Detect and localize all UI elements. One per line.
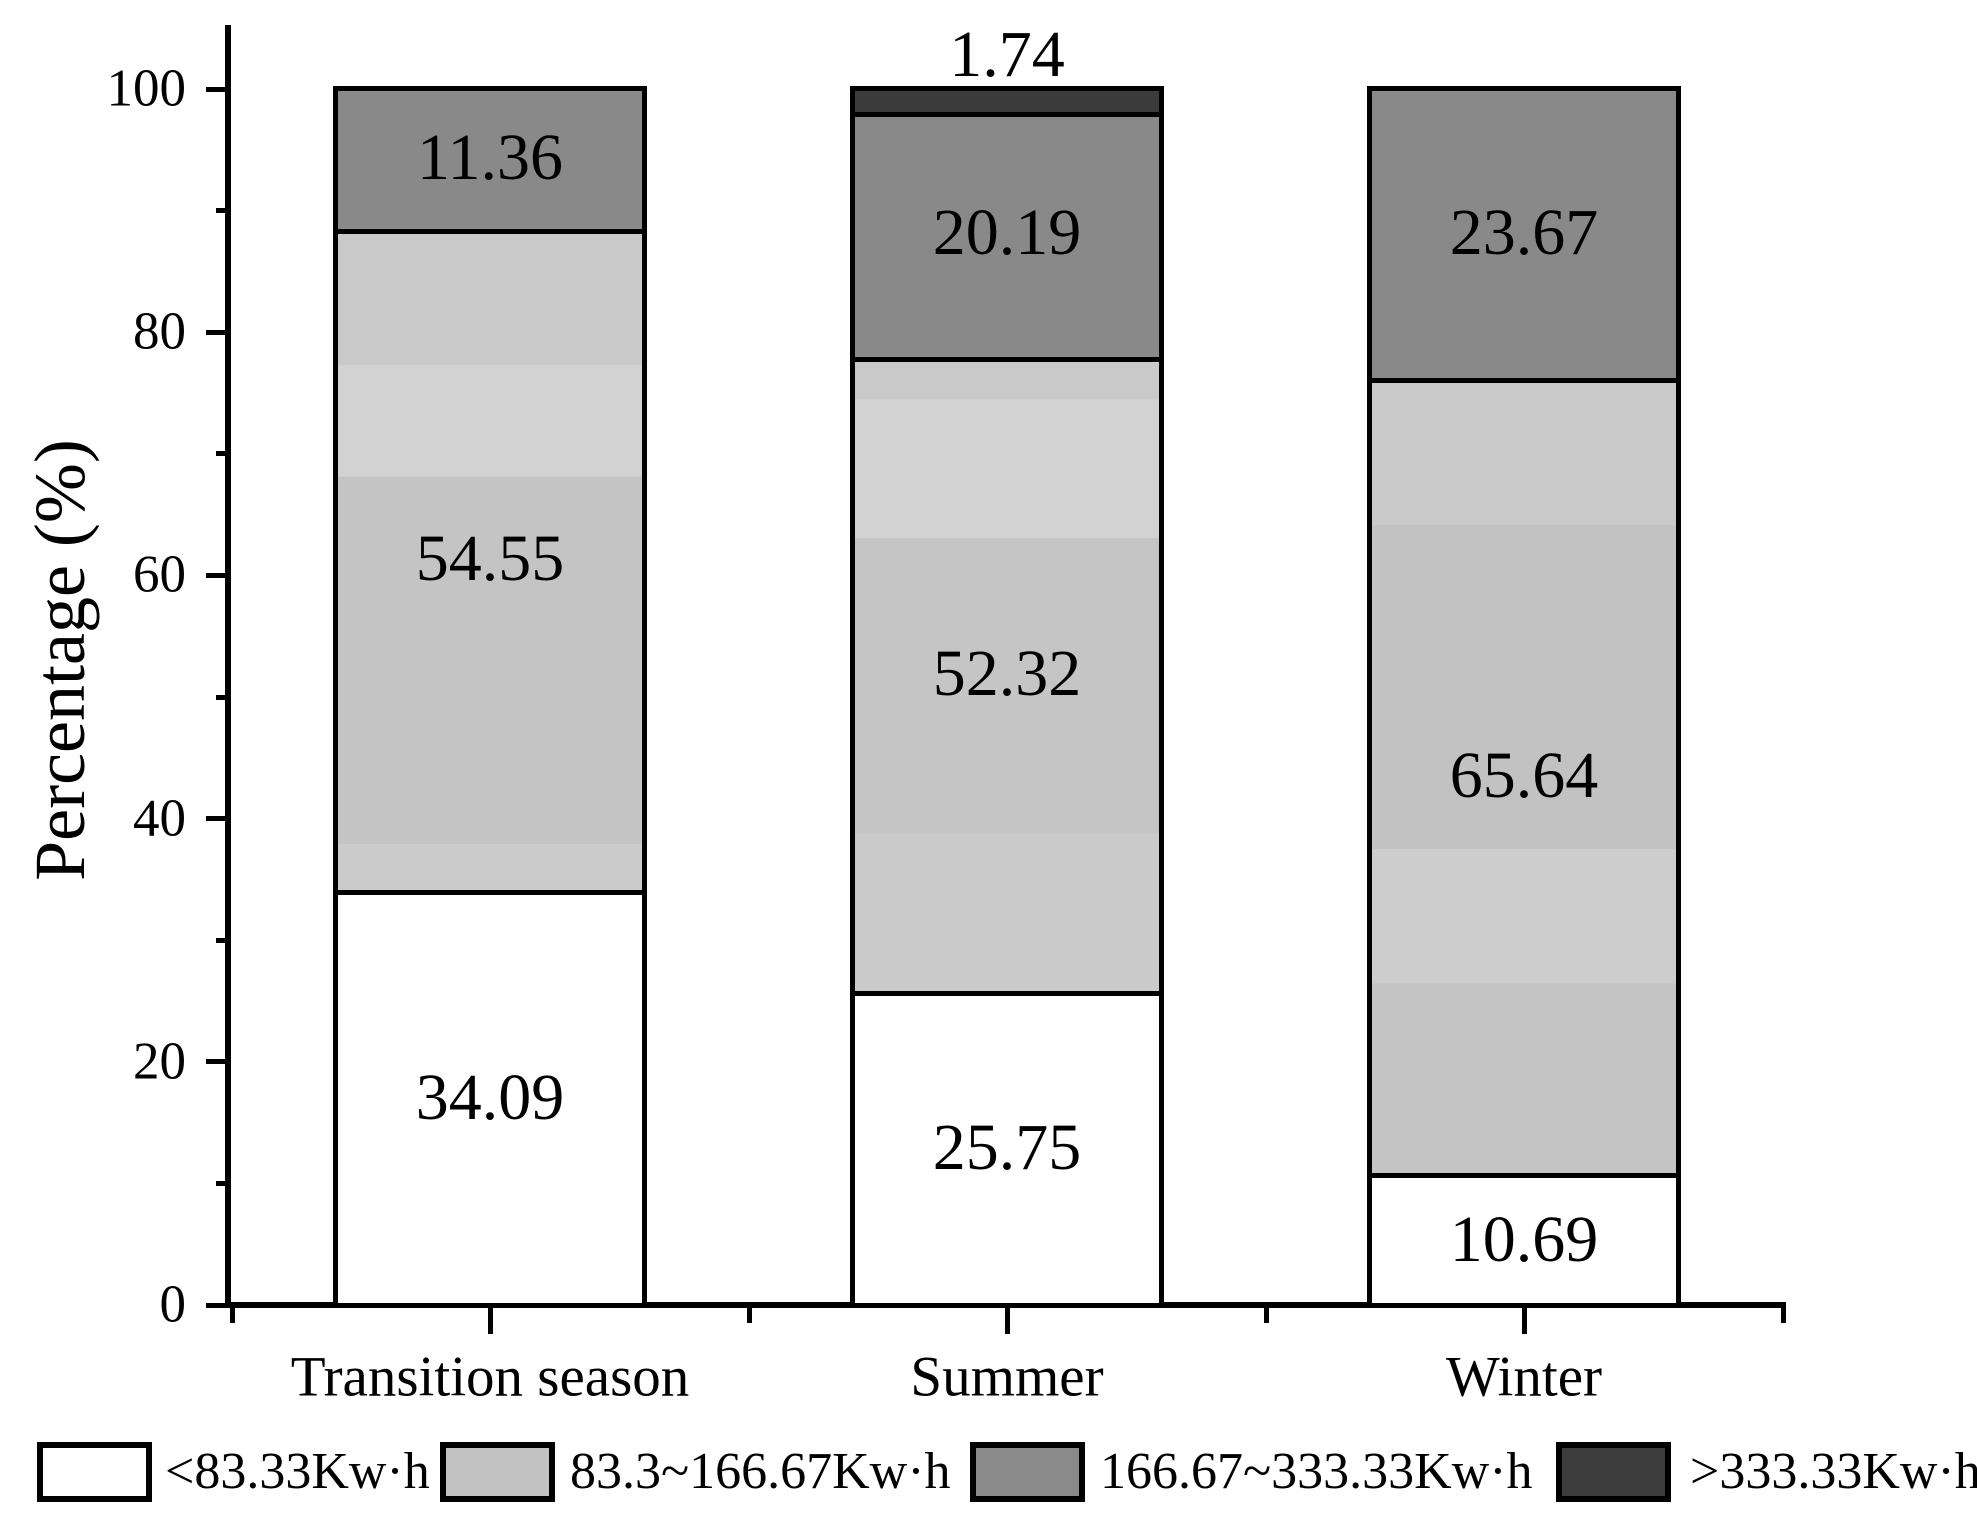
segment-value-label: 34.09: [415, 1060, 565, 1134]
category-label: Winter: [1446, 1345, 1602, 1409]
segment-value-label: 10.69: [1449, 1203, 1599, 1276]
y-axis-major-tick: [206, 1059, 228, 1065]
x-axis-major-tick: [1521, 1308, 1527, 1334]
legend-swatch: [37, 1442, 152, 1502]
segment-value-label: 11.36: [416, 121, 564, 195]
segment-value-label: 25.75: [932, 1111, 1082, 1185]
y-axis-tick-label: 40: [133, 789, 186, 848]
segment-value-label: 20.19: [932, 195, 1082, 269]
y-axis-tick-label: 80: [133, 302, 186, 361]
bar-segment: [1372, 1173, 1676, 1303]
bar-segment: [338, 889, 642, 1303]
segment-value-label: 1.74: [949, 18, 1065, 91]
legend-swatch: [970, 1442, 1085, 1502]
y-axis-spine: [225, 25, 231, 1308]
x-axis-minor-tick: [746, 1308, 752, 1323]
y-axis-major-tick: [206, 572, 228, 578]
bar-segment: [855, 112, 1159, 357]
x-axis-major-tick: [1004, 1308, 1010, 1334]
x-axis-minor-tick: [1263, 1308, 1269, 1323]
bar-segment: [855, 356, 1159, 991]
segment-value-label: 52.32: [932, 636, 1082, 710]
bar-segment: [855, 91, 1159, 113]
segment-value-label: 23.67: [1449, 195, 1599, 269]
category-label: Summer: [910, 1345, 1104, 1409]
category-label: Transition season: [290, 1345, 690, 1409]
segment-value-label: 54.55: [415, 521, 565, 595]
x-axis-major-tick: [487, 1308, 493, 1334]
y-axis-minor-tick: [216, 208, 228, 214]
bar-segment: [338, 91, 642, 229]
bar-winter: [1367, 86, 1681, 1308]
y-axis-minor-tick: [216, 451, 228, 457]
legend-swatch: [440, 1442, 555, 1502]
y-axis-minor-tick: [216, 1180, 228, 1186]
legend-swatch: [1556, 1442, 1671, 1502]
legend-label: 83.3~166.67Kw·h: [570, 1443, 951, 1500]
segment-value-label: 65.64: [1449, 738, 1599, 812]
y-axis-major-tick: [206, 329, 228, 335]
y-axis-tick-label: 100: [106, 59, 187, 118]
bar-transition-season: [333, 86, 647, 1308]
legend-label: 166.67~333.33Kw·h: [1100, 1443, 1533, 1500]
y-axis-major-tick: [206, 816, 228, 822]
bar-segment: [855, 990, 1159, 1303]
legend-label: >333.33Kw·h: [1690, 1443, 1977, 1500]
bar-segment: [1372, 377, 1676, 1174]
y-axis-tick-label: 0: [159, 1275, 187, 1334]
y-axis-minor-tick: [216, 937, 228, 943]
y-axis-tick-label: 20: [133, 1032, 186, 1091]
bar-segment: [338, 228, 642, 890]
y-axis-major-tick: [206, 1302, 228, 1308]
y-axis-major-tick: [206, 86, 228, 92]
y-axis-minor-tick: [216, 694, 228, 700]
x-axis-minor-tick: [1780, 1308, 1786, 1323]
bar-segment: [1372, 91, 1676, 378]
bar-summer: [850, 86, 1164, 1308]
y-axis-tick-label: 60: [133, 545, 186, 604]
x-axis-minor-tick: [229, 1308, 235, 1323]
legend-label: <83.33Kw·h: [165, 1443, 430, 1500]
